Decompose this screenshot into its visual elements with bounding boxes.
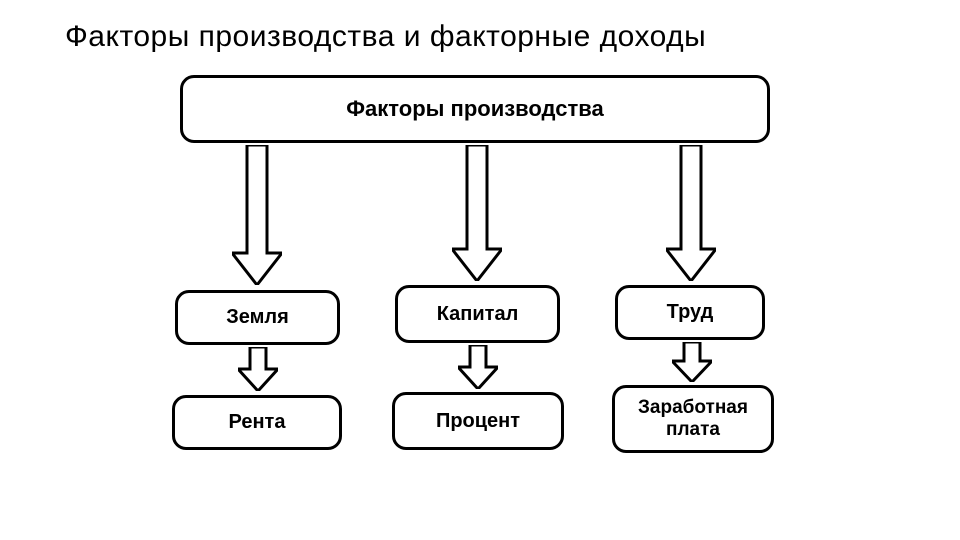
income-label-0: Рента — [229, 411, 286, 434]
root-label: Факторы производства — [346, 96, 603, 121]
factor-label-0: Земля — [226, 306, 289, 329]
factor-box-0: Земля — [175, 290, 340, 345]
income-box-2: Заработная плата — [612, 385, 774, 453]
arrow-factor-to-income-2 — [672, 342, 712, 382]
income-label-1: Процент — [436, 410, 520, 433]
income-box-0: Рента — [172, 395, 342, 450]
arrow-root-to-factor-1 — [452, 145, 502, 281]
factor-label-1: Капитал — [437, 303, 519, 326]
factor-box-1: Капитал — [395, 285, 560, 343]
arrow-root-to-factor-2 — [666, 145, 716, 281]
factor-box-2: Труд — [615, 285, 765, 340]
arrow-factor-to-income-1 — [458, 345, 498, 389]
arrow-root-to-factor-0 — [232, 145, 282, 285]
income-label-2: Заработная плата — [615, 397, 771, 441]
income-box-1: Процент — [392, 392, 564, 450]
root-box: Факторы производства — [180, 75, 770, 143]
factor-label-2: Труд — [667, 301, 714, 324]
arrow-factor-to-income-0 — [238, 347, 278, 391]
page-title: Факторы производства и факторные доходы — [65, 20, 706, 54]
